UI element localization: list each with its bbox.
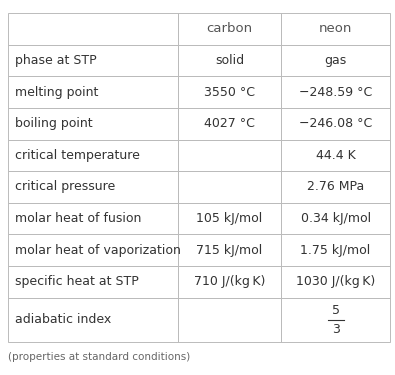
Text: 4027 °C: 4027 °C [204, 117, 255, 130]
Bar [281, 108, 390, 140]
Text: 2.76 MPa: 2.76 MPa [307, 180, 364, 194]
Text: neon: neon [319, 22, 352, 35]
Bar [178, 266, 281, 298]
Text: boiling point: boiling point [15, 117, 92, 130]
Bar [281, 13, 390, 45]
Text: 3550 °C: 3550 °C [204, 86, 255, 99]
Bar [178, 45, 281, 76]
Text: (properties at standard conditions): (properties at standard conditions) [8, 352, 190, 362]
Text: −248.59 °C: −248.59 °C [299, 86, 372, 99]
Text: molar heat of fusion: molar heat of fusion [15, 212, 141, 225]
Bar [281, 171, 390, 203]
Bar [8, 76, 178, 108]
Bar [178, 298, 281, 342]
Text: 105 kJ/mol: 105 kJ/mol [196, 212, 263, 225]
Bar [178, 13, 281, 45]
Text: 1.75 kJ/mol: 1.75 kJ/mol [301, 244, 371, 257]
Text: specific heat at STP: specific heat at STP [15, 275, 139, 288]
Text: gas: gas [324, 54, 347, 67]
Text: molar heat of vaporization: molar heat of vaporization [15, 244, 181, 257]
Bar [281, 76, 390, 108]
Bar [8, 45, 178, 76]
Bar [281, 140, 390, 171]
Bar [178, 171, 281, 203]
Bar [8, 298, 178, 342]
Text: 710 J/(kg K): 710 J/(kg K) [194, 275, 265, 288]
Bar [281, 45, 390, 76]
Bar [8, 108, 178, 140]
Bar [178, 234, 281, 266]
Text: 3: 3 [332, 323, 340, 336]
Text: −246.08 °C: −246.08 °C [299, 117, 372, 130]
Bar [8, 171, 178, 203]
Bar [178, 203, 281, 234]
Text: critical pressure: critical pressure [15, 180, 115, 194]
Text: 1030 J/(kg K): 1030 J/(kg K) [296, 275, 375, 288]
Text: 44.4 K: 44.4 K [316, 149, 356, 162]
Bar [281, 266, 390, 298]
Text: melting point: melting point [15, 86, 98, 99]
Bar [8, 266, 178, 298]
Bar [8, 140, 178, 171]
Text: adiabatic index: adiabatic index [15, 314, 111, 326]
Text: carbon: carbon [207, 22, 253, 35]
Text: 715 kJ/mol: 715 kJ/mol [196, 244, 263, 257]
Bar [178, 108, 281, 140]
Bar [178, 76, 281, 108]
Text: critical temperature: critical temperature [15, 149, 140, 162]
Text: solid: solid [215, 54, 244, 67]
Bar [281, 203, 390, 234]
Text: phase at STP: phase at STP [15, 54, 97, 67]
Bar [178, 140, 281, 171]
Text: 0.34 kJ/mol: 0.34 kJ/mol [301, 212, 371, 225]
Bar [281, 234, 390, 266]
Bar [281, 298, 390, 342]
Text: 5: 5 [331, 304, 340, 316]
Bar [8, 13, 178, 45]
Bar [8, 203, 178, 234]
Bar [8, 234, 178, 266]
